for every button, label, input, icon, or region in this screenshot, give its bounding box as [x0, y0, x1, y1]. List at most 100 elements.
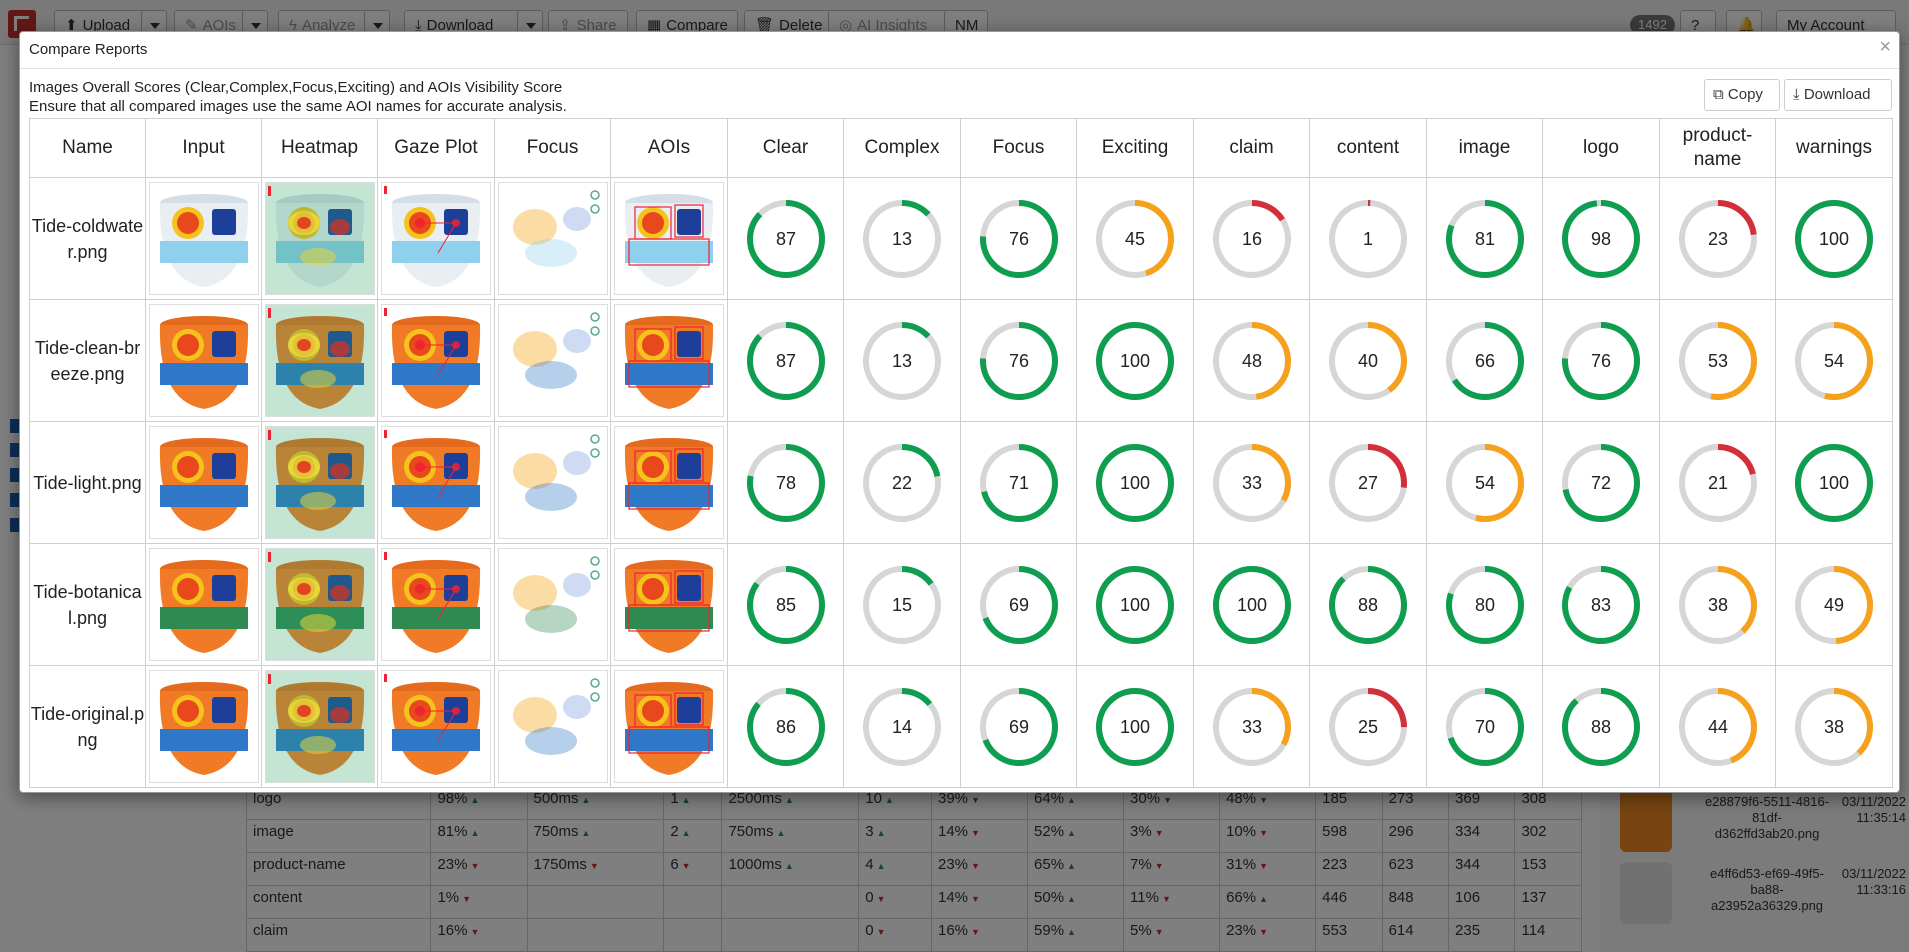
focus-image[interactable]	[497, 426, 608, 539]
score-cell: 21	[1659, 421, 1776, 544]
heatmap-image[interactable]	[264, 426, 375, 539]
input-image-cell	[145, 543, 262, 666]
input-image-cell	[145, 299, 262, 422]
download-button[interactable]: ⤓ Download	[1784, 79, 1892, 111]
column-header-heatmap: Heatmap	[261, 118, 378, 178]
score-value: 23	[1707, 229, 1727, 249]
compare-table: Name Input Heatmap Gaze Plot Focus AOIs Clear C…	[29, 118, 1893, 788]
score-value: 76	[1008, 351, 1028, 371]
focus-image[interactable]	[497, 548, 608, 661]
close-icon[interactable]: ×	[1879, 36, 1891, 58]
score-cell: 87	[727, 177, 844, 300]
score-cell: 76	[960, 299, 1077, 422]
score-ring-arc	[1212, 321, 1291, 400]
score-value: 100	[1819, 229, 1849, 249]
score-value: 15	[892, 595, 912, 615]
aois-image[interactable]	[614, 548, 724, 661]
score-ring-arc	[863, 321, 941, 400]
focus-image[interactable]	[497, 182, 608, 295]
download-label: Download	[1803, 86, 1871, 103]
score-value: 100	[1120, 595, 1150, 615]
gaze-plot-image[interactable]	[381, 304, 491, 417]
heatmap-image[interactable]	[264, 670, 375, 783]
download-icon: ⤓	[1793, 86, 1804, 103]
score-cell: 27	[1309, 421, 1427, 544]
score-cell: 100	[1775, 177, 1893, 300]
score-value: 14	[892, 717, 912, 737]
gaze-plot-image-cell	[377, 299, 495, 422]
focus-image[interactable]	[497, 670, 608, 783]
score-value: 88	[1591, 717, 1611, 737]
table-row: Tide-original.png 86 14 69 100 33 25 70 88 44 38	[29, 665, 1893, 788]
copy-button[interactable]: ⧉ Copy	[1704, 79, 1780, 111]
heatmap-image-cell	[261, 543, 378, 666]
score-cell: 38	[1775, 665, 1893, 788]
heatmap-image[interactable]	[264, 548, 375, 661]
input-image[interactable]	[148, 304, 259, 417]
score-cell: 100	[1775, 421, 1893, 544]
score-cell: 44	[1659, 665, 1776, 788]
score-ring-arc	[746, 565, 825, 644]
score-ring-arc	[1096, 565, 1174, 644]
column-header-content: content	[1309, 118, 1427, 178]
focus-image[interactable]	[497, 304, 608, 417]
score-value: 100	[1819, 473, 1849, 493]
column-header-complex: Complex	[843, 118, 961, 178]
score-value: 38	[1707, 595, 1727, 615]
score-value: 80	[1474, 595, 1494, 615]
focus-image-cell	[494, 177, 611, 300]
column-header-warnings: warnings	[1775, 118, 1893, 178]
score-ring-arc	[863, 687, 941, 766]
score-value: 83	[1591, 595, 1611, 615]
aois-image-cell	[610, 543, 728, 666]
heatmap-image-cell	[261, 299, 378, 422]
gaze-plot-image[interactable]	[381, 182, 491, 295]
gaze-plot-image[interactable]	[381, 548, 491, 661]
score-cell: 38	[1659, 543, 1776, 666]
input-image[interactable]	[148, 548, 259, 661]
score-ring-arc	[1678, 321, 1757, 400]
score-value: 81	[1474, 229, 1494, 249]
description-line: Ensure that all compared images use the …	[29, 98, 567, 115]
score-ring-arc	[746, 687, 825, 766]
heatmap-image[interactable]	[264, 304, 375, 417]
score-value: 54	[1824, 351, 1844, 371]
score-value: 21	[1707, 473, 1727, 493]
compare-reports-modal: Compare Reports × Images Overall Scores …	[19, 31, 1900, 793]
column-header-image: image	[1426, 118, 1543, 178]
score-cell: 88	[1309, 543, 1427, 666]
score-value: 54	[1474, 473, 1494, 493]
score-ring-arc	[1329, 199, 1407, 278]
score-value: 48	[1241, 351, 1261, 371]
focus-image-cell	[494, 421, 611, 544]
score-ring-arc	[979, 443, 1058, 522]
aois-image[interactable]	[614, 670, 724, 783]
score-ring-arc	[1795, 565, 1873, 644]
column-header-clear: Clear	[727, 118, 844, 178]
gaze-plot-image[interactable]	[381, 670, 491, 783]
aois-image[interactable]	[614, 182, 724, 295]
score-cell: 53	[1659, 299, 1776, 422]
score-cell: 78	[727, 421, 844, 544]
input-image[interactable]	[148, 182, 259, 295]
score-ring-arc	[863, 565, 941, 644]
table-row: Tide-clean-breeze.png 87 13 76 100 48 40 66 76 53…	[29, 299, 1893, 422]
gaze-plot-image[interactable]	[381, 426, 491, 539]
input-image-cell	[145, 421, 262, 544]
aois-image[interactable]	[614, 426, 724, 539]
heatmap-image-cell	[261, 421, 378, 544]
score-value: 49	[1824, 595, 1844, 615]
input-image[interactable]	[148, 670, 259, 783]
image-name-cell: Tide-clean-breeze.png	[29, 299, 146, 422]
score-value: 33	[1241, 717, 1261, 737]
heatmap-image[interactable]	[264, 182, 375, 295]
table-row: Tide-light.png 78 22 71 100 33 27 54 72 21 100	[29, 421, 1893, 544]
score-cell: 54	[1426, 421, 1543, 544]
score-ring-arc	[1096, 321, 1174, 400]
input-image[interactable]	[148, 426, 259, 539]
aois-image[interactable]	[614, 304, 724, 417]
score-value: 76	[1591, 351, 1611, 371]
column-header-focus: Focus	[960, 118, 1077, 178]
column-header-logo: logo	[1542, 118, 1660, 178]
score-ring-arc	[1445, 443, 1524, 522]
